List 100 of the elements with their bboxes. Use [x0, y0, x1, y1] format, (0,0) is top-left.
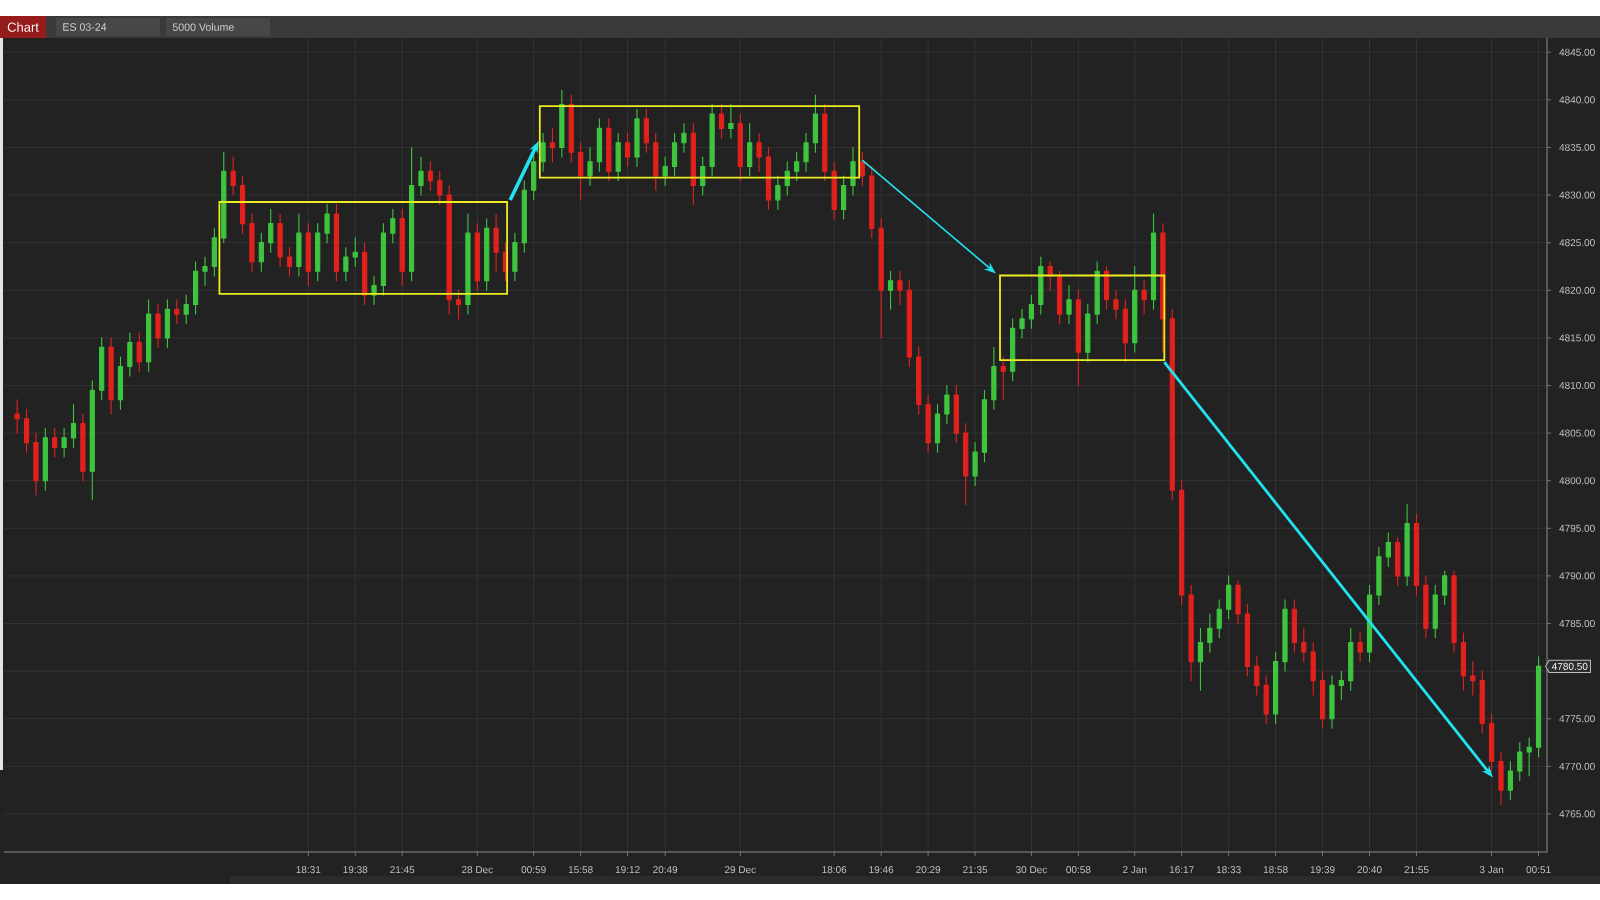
- x-tick-label: 29 Dec: [724, 866, 756, 874]
- candlestick: [192, 261, 199, 315]
- candlestick: [333, 204, 340, 282]
- candlestick: [1432, 584, 1438, 639]
- candlestick: [737, 113, 743, 182]
- y-tick-label: 4785.00: [1559, 619, 1595, 628]
- candlestick: [653, 132, 659, 191]
- candlestick: [1141, 280, 1147, 315]
- candlestick: [934, 403, 941, 453]
- candlestick: [1150, 213, 1157, 310]
- candlestick: [1310, 642, 1316, 696]
- candlestick: [164, 299, 171, 348]
- y-tick-label: 4790.00: [1559, 572, 1595, 580]
- candlestick: [1460, 632, 1467, 691]
- candlestick: [775, 175, 781, 210]
- candlestick: [963, 423, 969, 506]
- candlestick: [1395, 537, 1401, 586]
- candlestick: [615, 132, 621, 182]
- candlestick: [258, 232, 264, 272]
- candlestick: [455, 289, 462, 320]
- candlestick: [221, 151, 227, 244]
- candlestick: [1451, 570, 1457, 653]
- candlestick: [484, 218, 490, 291]
- candlestick: [634, 108, 640, 168]
- candlestick: [540, 132, 546, 172]
- candlestick: [108, 337, 114, 415]
- candlestick: [183, 294, 189, 325]
- candlestick: [277, 213, 283, 268]
- candlestick: [831, 161, 837, 220]
- candlestick: [52, 427, 58, 458]
- candlestick: [362, 242, 368, 306]
- candlestick: [925, 394, 931, 453]
- candlestick: [1132, 265, 1138, 353]
- y-tick-label: 4810.00: [1559, 381, 1595, 390]
- candlestick: [427, 161, 433, 191]
- candlestick: [1272, 651, 1279, 725]
- y-tick-label: 4845.00: [1559, 48, 1595, 56]
- candlestick: [1526, 737, 1532, 777]
- candlestick: [587, 146, 593, 187]
- text: Chart: [7, 22, 39, 32]
- candlestick: [568, 94, 574, 163]
- candlestick: [1507, 761, 1513, 801]
- candlestick: [624, 132, 631, 168]
- candlestick: [803, 132, 809, 172]
- candlestick: [981, 389, 988, 463]
- candlestick: [549, 127, 556, 163]
- candlestick: [690, 123, 696, 206]
- x-tick-label: 21:45: [390, 866, 415, 874]
- candlestick: [578, 142, 584, 201]
- candlestick: [249, 213, 255, 272]
- candlestick: [1113, 289, 1119, 320]
- x-tick-label: 3 Jan: [1479, 866, 1504, 874]
- candlestick: [70, 403, 77, 448]
- candlestick: [916, 346, 922, 415]
- candlestick: [324, 204, 330, 244]
- x-tick-label: 21:55: [1404, 866, 1429, 874]
- candlestick: [765, 146, 772, 210]
- x-tick-label: 21:35: [963, 866, 988, 874]
- candlestick: [1442, 570, 1448, 606]
- candlestick: [23, 408, 30, 453]
- candlestick: [408, 146, 415, 282]
- candlestick: [606, 118, 612, 182]
- candlestick: [1066, 284, 1072, 325]
- candlestick: [211, 227, 217, 277]
- candlestick: [155, 304, 161, 348]
- candlestick: [1179, 480, 1185, 606]
- candlestick: [869, 165, 875, 239]
- candlestick: [1329, 675, 1335, 729]
- candlestick: [1348, 627, 1354, 691]
- candlestick: [1404, 503, 1410, 586]
- candlestick: [784, 161, 790, 196]
- candlestick: [14, 399, 20, 434]
- candlestick: [268, 208, 274, 253]
- candlestick: [1010, 318, 1016, 382]
- candlestick: [1028, 294, 1035, 329]
- candlestick: [1263, 675, 1269, 725]
- candlestick: [230, 156, 236, 196]
- chart-subtitle: 5000 Volume: [172, 23, 234, 31]
- candlestick: [286, 246, 293, 277]
- candlestick: [840, 175, 847, 220]
- y-tick-label: 4770.00: [1559, 762, 1595, 770]
- candlestick: [1479, 670, 1485, 734]
- x-tick-label: 20:29: [916, 866, 941, 874]
- y-tick-label: 4830.00: [1559, 191, 1595, 199]
- candlestick: [1075, 289, 1081, 387]
- candlestick: [1254, 656, 1260, 696]
- x-tick-label: 18:31: [296, 866, 321, 874]
- candlestick: [390, 208, 396, 244]
- x-tick-label: 20:40: [1357, 866, 1382, 874]
- candlestick: [756, 132, 762, 172]
- candlestick: [1122, 299, 1128, 363]
- candlestick: [296, 213, 302, 277]
- candlestick: [239, 175, 246, 234]
- candlestick: [972, 442, 978, 486]
- x-tick-label: 30 Dec: [1015, 866, 1047, 874]
- x-tick-label: 18:33: [1216, 866, 1241, 874]
- candlestick: [146, 299, 152, 372]
- candlestick: [1535, 656, 1542, 758]
- x-tick-label: 19:39: [1310, 866, 1335, 874]
- x-tick-label: 19:12: [615, 866, 640, 874]
